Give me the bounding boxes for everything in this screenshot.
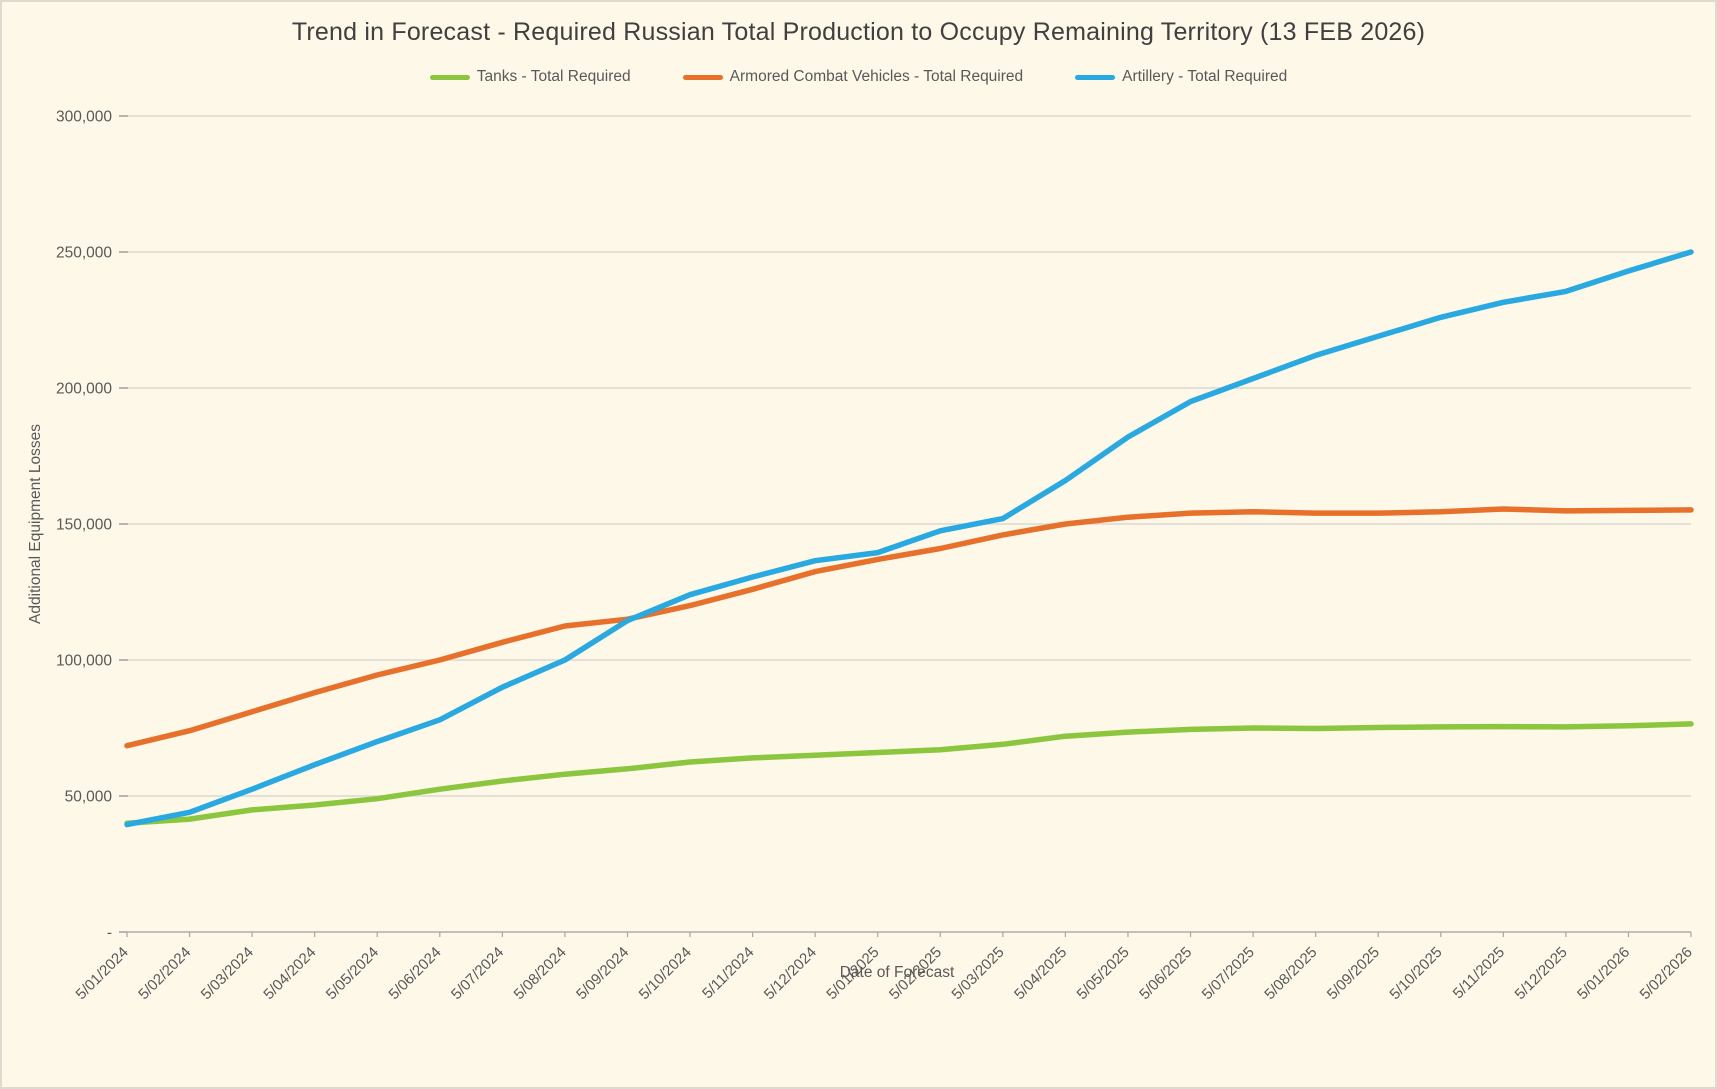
- x-axis-title: Date of Forecast: [839, 964, 955, 981]
- x-tick-label: 5/05/2025: [1074, 944, 1133, 1003]
- legend-label-tanks: Tanks - Total Required: [476, 68, 631, 85]
- x-tick-label: 5/12/2025: [1511, 944, 1570, 1003]
- x-tick-label: 5/10/2024: [636, 944, 695, 1003]
- chart-legend: Tanks - Total Required Armored Combat Ve…: [2, 68, 1715, 86]
- x-tick-label: 5/09/2024: [573, 944, 632, 1003]
- x-tick-label: 5/01/2026: [1574, 944, 1633, 1003]
- x-tick-label: 5/04/2025: [1011, 944, 1070, 1003]
- legend-label-artillery: Artillery - Total Required: [1122, 68, 1288, 85]
- x-tick-label: 5/02/2024: [135, 944, 194, 1003]
- x-tick-label: 5/08/2024: [511, 944, 570, 1003]
- x-tick-label: 5/06/2024: [385, 944, 444, 1003]
- x-tick-label: 5/03/2024: [198, 944, 257, 1003]
- y-tick-label: 250,000: [56, 245, 112, 262]
- x-tick-label: 5/02/2026: [1637, 944, 1696, 1003]
- x-tick-label: 5/11/2025: [1450, 944, 1508, 1002]
- series-line: [124, 721, 1694, 826]
- x-tick-label: 5/12/2024: [761, 944, 820, 1003]
- x-tick-label: 5/04/2024: [260, 944, 319, 1003]
- x-tick-label: 5/07/2024: [448, 944, 507, 1003]
- acv-line-swatch-icon: [682, 74, 723, 80]
- y-tick-label: -: [107, 925, 112, 942]
- y-tick-label: 100,000: [56, 653, 112, 670]
- x-tick-label: 5/06/2025: [1136, 944, 1195, 1003]
- legend-item-artillery: Artillery - Total Required: [1075, 68, 1287, 86]
- y-tick-label: 200,000: [56, 381, 112, 398]
- y-tick-label: 50,000: [65, 789, 113, 806]
- legend-item-armored-combat-vehicles: Armored Combat Vehicles - Total Required: [682, 68, 1024, 86]
- x-tick-label: 5/10/2025: [1386, 944, 1445, 1003]
- tanks-line-swatch-icon: [429, 74, 470, 80]
- series-line: [124, 506, 1694, 749]
- x-tick-label: 5/07/2025: [1199, 944, 1258, 1003]
- x-tick-label: 5/01/2024: [73, 944, 132, 1003]
- artillery-line-swatch-icon: [1075, 74, 1116, 80]
- chart-title: Trend in Forecast - Required Russian Tot…: [291, 18, 1426, 46]
- x-tick-label: 5/11/2024: [699, 944, 757, 1002]
- x-tick-label: 5/05/2024: [323, 944, 382, 1003]
- legend-item-tanks: Tanks - Total Required: [429, 68, 631, 86]
- x-tick-label: 5/09/2025: [1324, 944, 1383, 1003]
- legend-label-armored-combat-vehicles: Armored Combat Vehicles - Total Required: [729, 68, 1024, 85]
- series-line: [124, 249, 1694, 828]
- x-tick-label: 5/03/2025: [948, 944, 1007, 1003]
- x-tick-label: 5/08/2025: [1261, 944, 1320, 1003]
- y-tick-label: 150,000: [56, 517, 112, 534]
- y-tick-label: 300,000: [56, 109, 112, 126]
